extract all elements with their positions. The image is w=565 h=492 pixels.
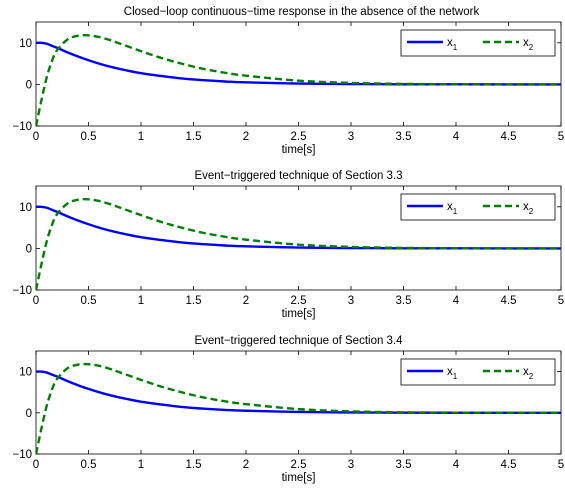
x-tick-label: 0 <box>33 131 39 143</box>
y-tick-label: 10 <box>19 202 32 214</box>
x-tick-label: 0.5 <box>81 295 97 307</box>
y-tick-label: 10 <box>19 38 32 50</box>
y-tick-label: 0 <box>26 243 32 255</box>
x-tick-label: 3 <box>348 131 354 143</box>
y-tick-label: −10 <box>12 285 32 297</box>
legend-label-x1: x1 <box>447 201 458 216</box>
x-tick-label: 1 <box>138 459 144 471</box>
x-tick-label: 0.5 <box>81 459 97 471</box>
x-tick-label: 0 <box>33 459 39 471</box>
x-tick-label: 5 <box>558 295 564 307</box>
plot-title: Closed−loop continuous−time response in … <box>124 6 480 18</box>
y-tick-label: 0 <box>26 408 32 420</box>
x-axis-label: time[s] <box>282 472 316 484</box>
x-tick-label: 4.5 <box>501 131 517 143</box>
legend: x1 x2 <box>400 193 556 221</box>
legend-label-x2: x2 <box>523 366 534 381</box>
series-line-x2 <box>36 197 561 290</box>
x-tick-label: 5 <box>558 131 564 143</box>
y-tick-label: 10 <box>19 367 32 379</box>
x-tick-label: 2.5 <box>291 131 307 143</box>
y-tick-label: 0 <box>26 79 32 91</box>
x-tick-label: 3 <box>348 459 354 471</box>
subplot-2: Event−triggered technique of Section 3.3… <box>12 170 564 320</box>
x-tick-label: 2 <box>243 459 249 471</box>
x-tick-label: 4.5 <box>501 459 517 471</box>
legend-label-x2: x2 <box>523 37 534 52</box>
legend-label-x1: x1 <box>447 366 458 381</box>
x-axis-label: time[s] <box>282 308 316 320</box>
legend-label-x1: x1 <box>447 37 458 52</box>
x-tick-label: 0 <box>33 295 39 307</box>
x-tick-label: 2 <box>243 131 249 143</box>
x-tick-label: 1 <box>138 131 144 143</box>
x-tick-label: 4 <box>453 131 460 143</box>
x-tick-label: 2.5 <box>291 295 307 307</box>
x-tick-label: 5 <box>558 459 564 471</box>
x-tick-label: 1.5 <box>186 131 202 143</box>
x-tick-label: 2 <box>243 295 249 307</box>
legend: x1 x2 <box>400 358 556 386</box>
x-tick-label: 1.5 <box>186 459 202 471</box>
x-tick-label: 4 <box>453 459 460 471</box>
series-line-x2 <box>36 33 561 126</box>
y-tick-label: −10 <box>12 449 32 461</box>
x-tick-label: 3.5 <box>396 459 412 471</box>
x-tick-label: 0.5 <box>81 131 97 143</box>
plot-title: Event−triggered technique of Section 3.4 <box>194 335 403 347</box>
x-tick-label: 3 <box>348 295 354 307</box>
y-tick-label: −10 <box>12 121 32 133</box>
x-tick-label: 4 <box>453 295 460 307</box>
x-tick-label: 1.5 <box>186 295 202 307</box>
legend: x1 x2 <box>400 29 556 57</box>
subplot-3: Event−triggered technique of Section 3.4… <box>12 335 564 484</box>
series-line-x2 <box>36 362 561 454</box>
x-tick-label: 4.5 <box>501 295 517 307</box>
x-tick-label: 3.5 <box>396 295 412 307</box>
x-tick-label: 2.5 <box>291 459 307 471</box>
legend-label-x2: x2 <box>523 201 534 216</box>
subplot-1: Closed−loop continuous−time response in … <box>12 6 564 156</box>
x-tick-label: 1 <box>138 295 144 307</box>
x-axis-label: time[s] <box>282 144 316 156</box>
x-tick-label: 3.5 <box>396 131 412 143</box>
plot-title: Event−triggered technique of Section 3.3 <box>194 170 402 182</box>
